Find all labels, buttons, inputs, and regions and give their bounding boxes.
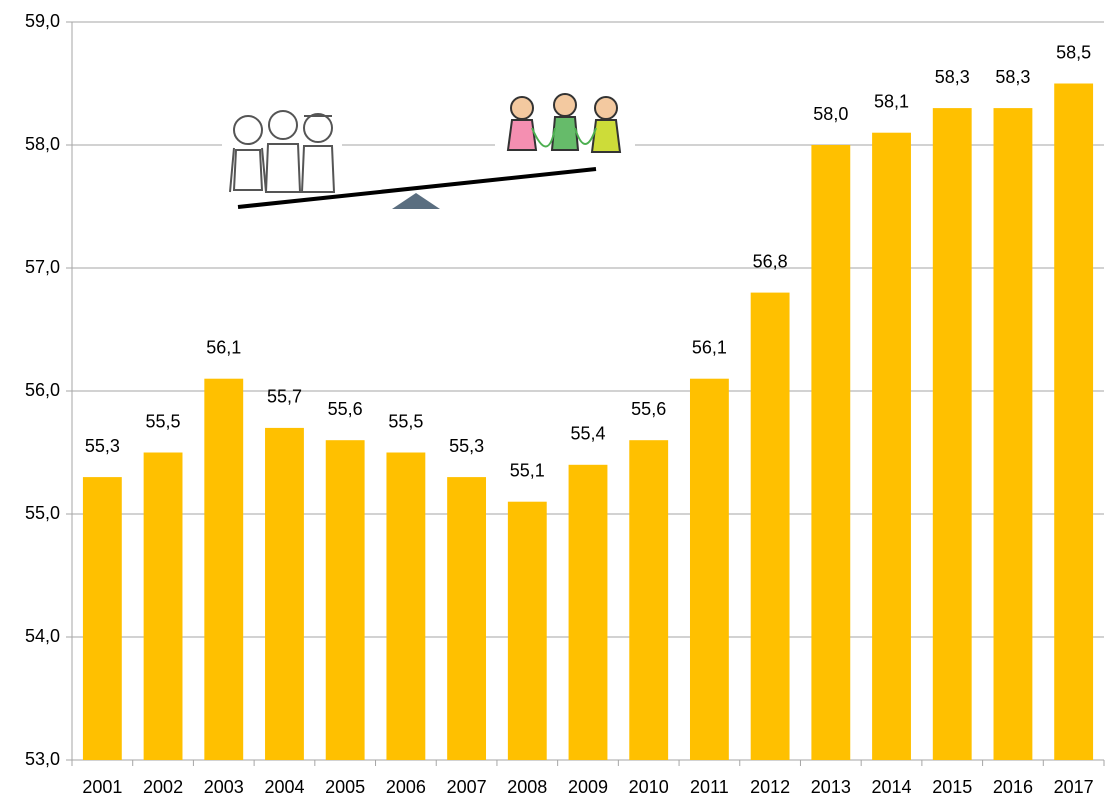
x-tick-label: 2013	[811, 777, 851, 797]
x-tick-label: 2010	[629, 777, 669, 797]
bar	[447, 477, 486, 760]
bar	[569, 465, 608, 760]
x-tick-label: 2003	[204, 777, 244, 797]
y-tick-label: 58,0	[25, 134, 60, 154]
y-tick-label: 59,0	[25, 11, 60, 31]
x-tick-label: 2008	[507, 777, 547, 797]
x-tick-label: 2001	[82, 777, 122, 797]
bar	[629, 440, 668, 760]
y-tick-label: 54,0	[25, 626, 60, 646]
data-label: 55,6	[328, 399, 363, 419]
x-tick-label: 2007	[447, 777, 487, 797]
x-tick-label: 2004	[264, 777, 304, 797]
data-label: 55,5	[146, 411, 181, 431]
bar	[690, 379, 729, 760]
data-label: 55,6	[631, 399, 666, 419]
data-label: 56,1	[206, 337, 241, 357]
data-label: 55,5	[388, 411, 423, 431]
chart: 53,0 54,0 55,0 56,0 57,0 58,0 59,0 2001 55,3 2002…	[0, 0, 1108, 810]
x-tick-label: 2016	[993, 777, 1033, 797]
bar	[386, 453, 425, 761]
data-label: 58,1	[874, 91, 909, 111]
data-label: 58,3	[995, 67, 1030, 87]
data-label: 55,4	[570, 424, 605, 444]
bar	[144, 453, 183, 761]
children-figures	[508, 94, 620, 152]
y-tick-label: 53,0	[25, 749, 60, 769]
bar	[265, 428, 304, 760]
bar	[83, 477, 122, 760]
x-tick-label: 2015	[932, 777, 972, 797]
bar	[508, 502, 547, 760]
bar	[204, 379, 243, 760]
x-tick-label: 2011	[690, 777, 729, 797]
y-tick-label: 55,0	[25, 503, 60, 523]
x-tick-label: 2005	[325, 777, 365, 797]
y-tick-label: 57,0	[25, 257, 60, 277]
x-tick-label: 2009	[568, 777, 608, 797]
bar	[1054, 84, 1093, 761]
data-label: 55,3	[85, 436, 120, 456]
bar	[811, 145, 850, 760]
data-label: 55,3	[449, 436, 484, 456]
bar	[751, 293, 790, 760]
x-tick-label: 2006	[386, 777, 426, 797]
data-label: 56,1	[692, 337, 727, 357]
y-tick-label: 56,0	[25, 380, 60, 400]
seesaw-pivot	[392, 193, 440, 209]
data-label: 58,5	[1056, 42, 1091, 62]
seesaw-illustration	[222, 85, 635, 209]
data-label: 55,7	[267, 387, 302, 407]
x-tick-label: 2002	[143, 777, 183, 797]
data-label: 58,3	[935, 67, 970, 87]
data-label: 55,1	[510, 460, 545, 480]
x-tick-label: 2017	[1054, 777, 1094, 797]
bar	[872, 133, 911, 760]
data-label: 56,8	[753, 251, 788, 271]
data-label: 58,0	[813, 104, 848, 124]
bar	[933, 108, 972, 760]
x-tick-label: 2014	[872, 777, 912, 797]
bar	[994, 108, 1033, 760]
bar	[326, 440, 365, 760]
x-tick-label: 2012	[750, 777, 790, 797]
